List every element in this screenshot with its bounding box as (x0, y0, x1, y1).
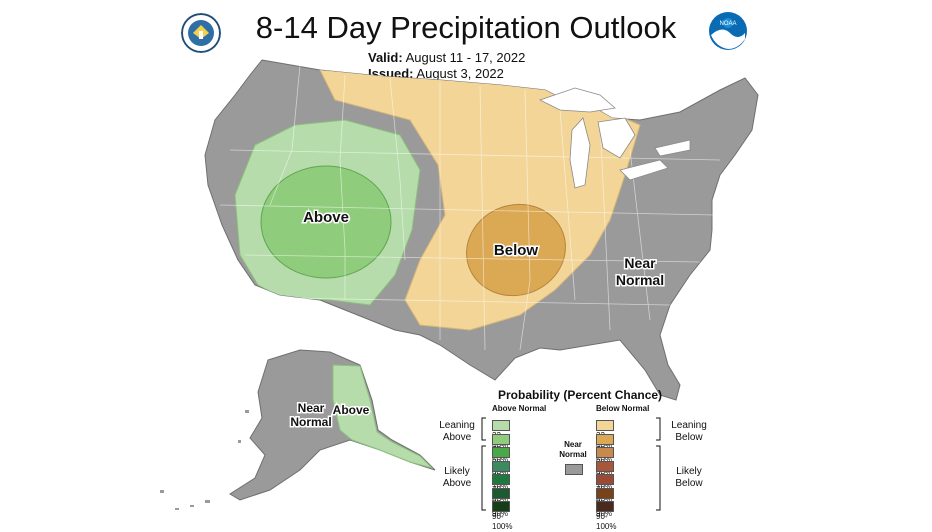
legend-likely-below: Likely Below (666, 466, 712, 490)
page-title: 8-14 Day Precipitation Outlook (255, 10, 677, 45)
label-above: Above (303, 209, 349, 226)
valid-label: Valid: (368, 50, 403, 65)
legend-below-swatch (596, 474, 614, 485)
label-below: Below (494, 242, 539, 259)
issued-value: August 3, 2022 (416, 66, 504, 81)
legend-leaning-below: Leaning Below (666, 420, 712, 444)
legend-above-swatch (492, 433, 510, 445)
great-lakes (538, 87, 691, 189)
legend-below-row: 70-80% (596, 474, 618, 504)
legend-below-swatch (596, 487, 614, 499)
legend-near-line2: Normal (559, 450, 587, 459)
legend-leaning-above: Leaning Above (434, 420, 480, 444)
legend-near-label: Near Normal (558, 440, 588, 460)
doc-seal-icon (181, 13, 221, 53)
noaa-logo-icon: NOAA (709, 12, 747, 50)
legend: Probability (Percent Chance) Above Norma… (420, 388, 720, 531)
legend-below-row: 40-50% (596, 433, 618, 464)
legend-above-range: 90-100% (492, 512, 513, 531)
legend-above-swatch (492, 460, 510, 472)
legend-above-swatch (492, 474, 510, 485)
legend-below-head: Below Normal (596, 404, 650, 413)
leaning-above-line1: Leaning (439, 420, 475, 431)
likely-below-line1: Likely (676, 466, 702, 477)
legend-title: Probability (Percent Chance) (498, 388, 663, 402)
valid-dates: Valid: August 11 - 17, 2022 (368, 50, 525, 65)
brace-leaning-above (481, 417, 486, 441)
legend-above-head: Above Normal (492, 404, 547, 413)
legend-above-row: 33-40% (492, 420, 514, 450)
legend-above-swatch (492, 501, 510, 512)
brace-leaning-below (656, 417, 661, 441)
label-near-2: Normal (616, 272, 664, 288)
legend-above-row: 60-70% (492, 460, 514, 491)
legend-above-row: 50-60% (492, 447, 514, 477)
legend-below-swatch (596, 420, 614, 431)
leaning-above-line2: Above (442, 432, 472, 443)
brace-likely-above (481, 445, 486, 511)
valid-value: August 11 - 17, 2022 (405, 50, 526, 65)
below-40-50-area (466, 203, 566, 297)
aleutian-islands (160, 410, 249, 510)
svg-text:NOAA: NOAA (719, 21, 736, 27)
state-borders (219, 64, 721, 351)
legend-above-row: 90-100% (492, 501, 514, 531)
legend-below-swatch (596, 460, 614, 472)
legend-below-row: 90-100% (596, 501, 618, 531)
likely-below-line2: Below (675, 478, 703, 489)
legend-likely-above: Likely Above (434, 466, 480, 490)
label-ak-above: Above (333, 403, 370, 417)
above-40-50-area (260, 165, 392, 279)
legend-below-swatch (596, 447, 614, 458)
legend-above-row: 80-90% (492, 487, 514, 518)
likely-above-line2: Above (442, 478, 472, 489)
brace-likely-below (656, 445, 661, 511)
legend-below-row: 80-90% (596, 487, 618, 518)
legend-above-swatch (492, 487, 510, 499)
legend-below-range: 90-100% (596, 512, 617, 531)
legend-below-swatch (596, 501, 614, 512)
legend-above-row: 70-80% (492, 474, 514, 504)
leaning-below-line1: Leaning (671, 420, 707, 431)
label-near-1: Near (624, 255, 656, 271)
legend-near-swatch (565, 464, 583, 475)
leaning-below-line2: Below (675, 432, 703, 443)
legend-below-row: 33-40% (596, 420, 618, 450)
legend-near-line1: Near (564, 440, 582, 449)
alaska-region (160, 349, 436, 510)
legend-above-swatch (492, 447, 510, 458)
legend-above-row: 40-50% (492, 433, 514, 464)
label-ak-near-2: Normal (290, 415, 331, 429)
legend-below-row: 50-60% (596, 447, 618, 477)
legend-below-swatch (596, 433, 614, 445)
legend-below-row: 60-70% (596, 460, 618, 491)
likely-above-line1: Likely (444, 466, 470, 477)
label-ak-near-1: Near (298, 401, 325, 415)
legend-above-swatch (492, 420, 510, 431)
